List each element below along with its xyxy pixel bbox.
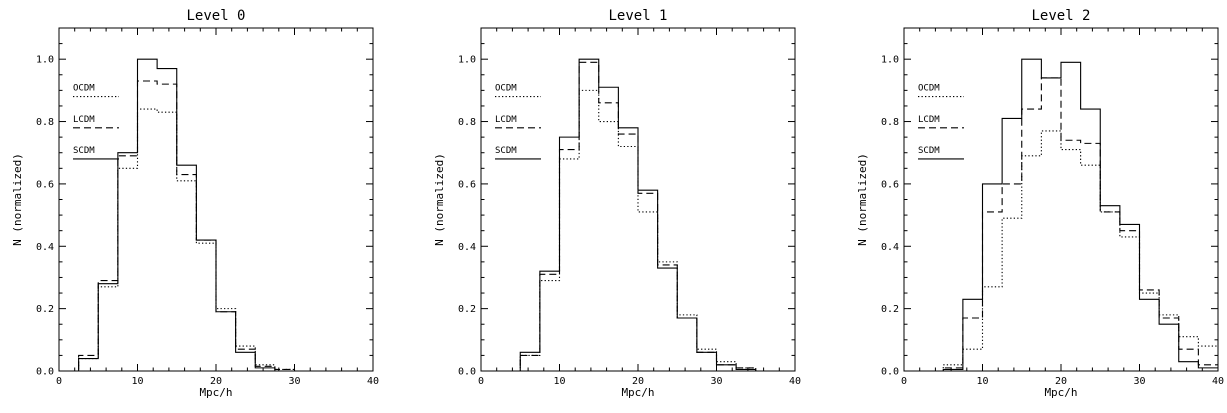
x-tick-label: 40 xyxy=(789,376,801,387)
legend-label-lcdm: LCDM xyxy=(918,115,940,125)
panel-title: Level 2 xyxy=(1031,8,1090,24)
x-axis-label: Mpc/h xyxy=(199,386,232,399)
y-axis-label: N (normalized) xyxy=(11,153,24,246)
x-tick-label: 10 xyxy=(131,376,143,387)
panel-0: Level 0 0 10 20 30 40 0.0 0.2 0.4 0.6 0.8 1.0 Mpc/h N… xyxy=(11,8,379,399)
y-tick-label: 0.6 xyxy=(458,179,476,190)
series-line-ocdm xyxy=(904,130,1218,372)
x-tick-label: 10 xyxy=(553,376,565,387)
panel-1: Level 1 0 10 20 30 40 0.0 0.2 0.4 0.6 0.8 1.0 Mpc/h N… xyxy=(433,8,801,399)
series-line-lcdm xyxy=(481,61,795,372)
x-tick-label: 30 xyxy=(288,376,300,387)
y-tick-label: 0.0 xyxy=(36,367,54,378)
x-tick-label: 40 xyxy=(1212,376,1224,387)
y-tick-label: 1.0 xyxy=(36,55,54,66)
y-tick-label: 0.4 xyxy=(36,242,54,253)
x-tick-label: 40 xyxy=(367,376,379,387)
x-axis-label: Mpc/h xyxy=(621,386,654,399)
series-line-scdm xyxy=(59,58,373,372)
x-tick-label: 30 xyxy=(1133,376,1145,387)
series-line-ocdm xyxy=(59,108,373,372)
y-tick-label: 0.2 xyxy=(881,304,899,315)
legend-label-scdm: SCDM xyxy=(918,146,940,156)
x-tick-label: 0 xyxy=(56,376,62,387)
y-tick-label: 0.8 xyxy=(36,117,54,128)
y-tick-label: 0.2 xyxy=(458,304,476,315)
panel-title: Level 1 xyxy=(608,8,667,24)
panel-title: Level 0 xyxy=(186,8,245,24)
y-tick-label: 0.2 xyxy=(36,304,54,315)
legend-label-ocdm: OCDM xyxy=(918,84,940,94)
y-tick-label: 0.0 xyxy=(881,367,899,378)
series-line-lcdm xyxy=(59,80,373,372)
x-axis-label: Mpc/h xyxy=(1044,386,1077,399)
legend-label-scdm: SCDM xyxy=(495,146,517,156)
x-tick-label: 10 xyxy=(976,376,988,387)
panel-2: Level 2 0 10 20 30 40 0.0 0.2 0.4 0.6 0.8 1.0 Mpc/h N… xyxy=(856,8,1224,399)
series-line-scdm xyxy=(481,58,795,372)
legend-label-ocdm: OCDM xyxy=(495,84,517,94)
x-tick-label: 20 xyxy=(1055,376,1067,387)
legend-label-lcdm: LCDM xyxy=(73,115,95,125)
x-tick-label: 0 xyxy=(478,376,484,387)
series-line-scdm xyxy=(904,58,1218,372)
legend-label-lcdm: LCDM xyxy=(495,115,517,125)
y-tick-label: 0.8 xyxy=(458,117,476,128)
legend-label-ocdm: OCDM xyxy=(73,84,95,94)
y-tick-label: 1.0 xyxy=(458,55,476,66)
x-tick-label: 20 xyxy=(632,376,644,387)
legend-label-scdm: SCDM xyxy=(73,146,95,156)
y-tick-label: 0.4 xyxy=(881,242,899,253)
y-axis-label: N (normalized) xyxy=(433,153,446,246)
plot-frame xyxy=(58,27,374,372)
y-tick-label: 0.8 xyxy=(881,117,899,128)
y-tick-label: 0.4 xyxy=(458,242,476,253)
x-tick-label: 0 xyxy=(901,376,907,387)
y-tick-label: 0.0 xyxy=(458,367,476,378)
x-tick-label: 20 xyxy=(210,376,222,387)
y-tick-label: 0.6 xyxy=(36,179,54,190)
series-line-lcdm xyxy=(904,77,1218,372)
y-tick-label: 0.6 xyxy=(881,179,899,190)
y-axis-label: N (normalized) xyxy=(856,153,869,246)
x-tick-label: 30 xyxy=(710,376,722,387)
y-tick-label: 1.0 xyxy=(881,55,899,66)
